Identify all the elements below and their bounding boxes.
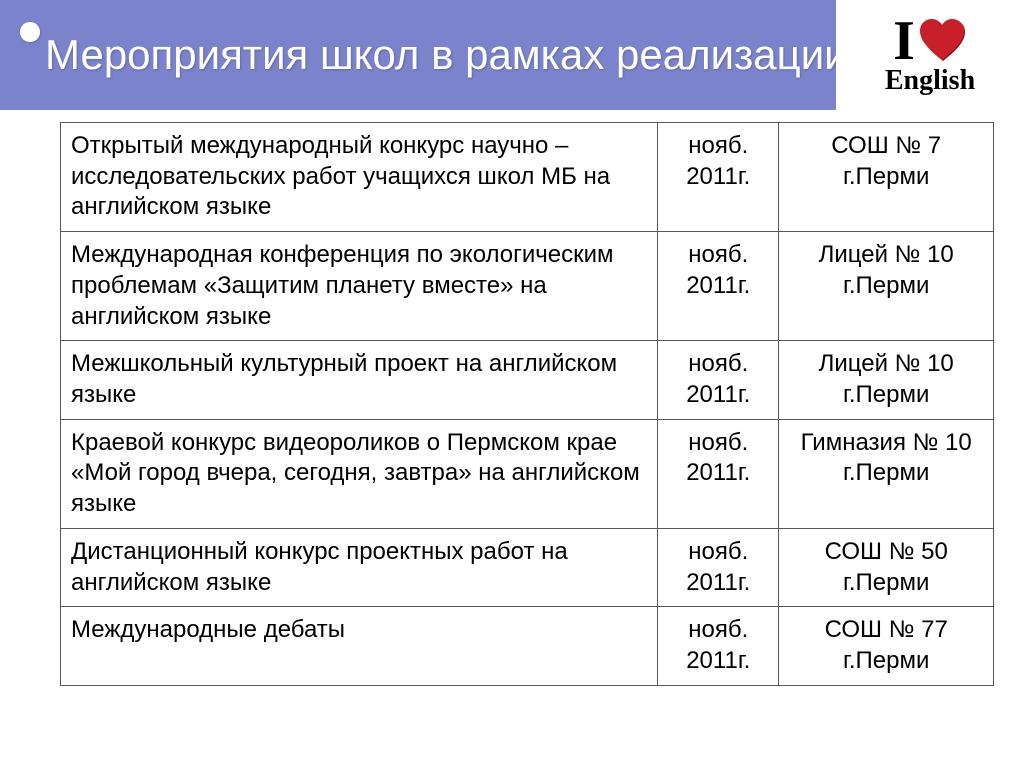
cell-event: Международная конференция по экологическ… — [61, 232, 658, 341]
cell-place: Лицей № 10 г.Перми — [779, 232, 994, 341]
cell-event: Краевой конкурс видеороликов о Пермском … — [61, 419, 658, 528]
cell-place: СОШ № 7 г.Перми — [779, 123, 994, 232]
cell-event: Международные дебаты — [61, 607, 658, 685]
table-row: Международная конференция по экологическ… — [61, 232, 994, 341]
cell-date: нояб. 2011г. — [658, 528, 779, 606]
cell-date: нояб. 2011г. — [658, 419, 779, 528]
slide-header: Мероприятия школ в рамках реализации про… — [0, 0, 1024, 110]
content-area: Открытый международный конкурс научно – … — [0, 110, 1024, 706]
cell-date: нояб. 2011г. — [658, 123, 779, 232]
logo-top-row: I — [893, 13, 967, 69]
table-row: Краевой конкурс видеороликов о Пермском … — [61, 419, 994, 528]
table-row: Международные дебаты нояб. 2011г. СОШ № … — [61, 607, 994, 685]
cell-date: нояб. 2011г. — [658, 607, 779, 685]
logo-container: I English — [836, 0, 1024, 110]
table-row: Межшкольный культурный проект на английс… — [61, 341, 994, 419]
cell-place: СОШ № 50 г.Перми — [779, 528, 994, 606]
events-tbody: Открытый международный конкурс научно – … — [61, 123, 994, 686]
cell-date: нояб. 2011г. — [658, 232, 779, 341]
cell-event: Открытый международный конкурс научно – … — [61, 123, 658, 232]
table-row: Дистанционный конкурс проектных работ на… — [61, 528, 994, 606]
title-bullet — [20, 22, 40, 42]
table-row: Открытый международный конкурс научно – … — [61, 123, 994, 232]
heart-icon — [919, 19, 967, 63]
logo-word: English — [885, 65, 975, 97]
logo-letter: I — [893, 13, 915, 69]
events-table: Открытый международный конкурс научно – … — [60, 122, 994, 686]
cell-date: нояб. 2011г. — [658, 341, 779, 419]
cell-place: Гимназия № 10 г.Перми — [779, 419, 994, 528]
cell-event: Дистанционный конкурс проектных работ на… — [61, 528, 658, 606]
cell-place: Лицей № 10 г.Перми — [779, 341, 994, 419]
cell-place: СОШ № 77 г.Перми — [779, 607, 994, 685]
cell-event: Межшкольный культурный проект на английс… — [61, 341, 658, 419]
